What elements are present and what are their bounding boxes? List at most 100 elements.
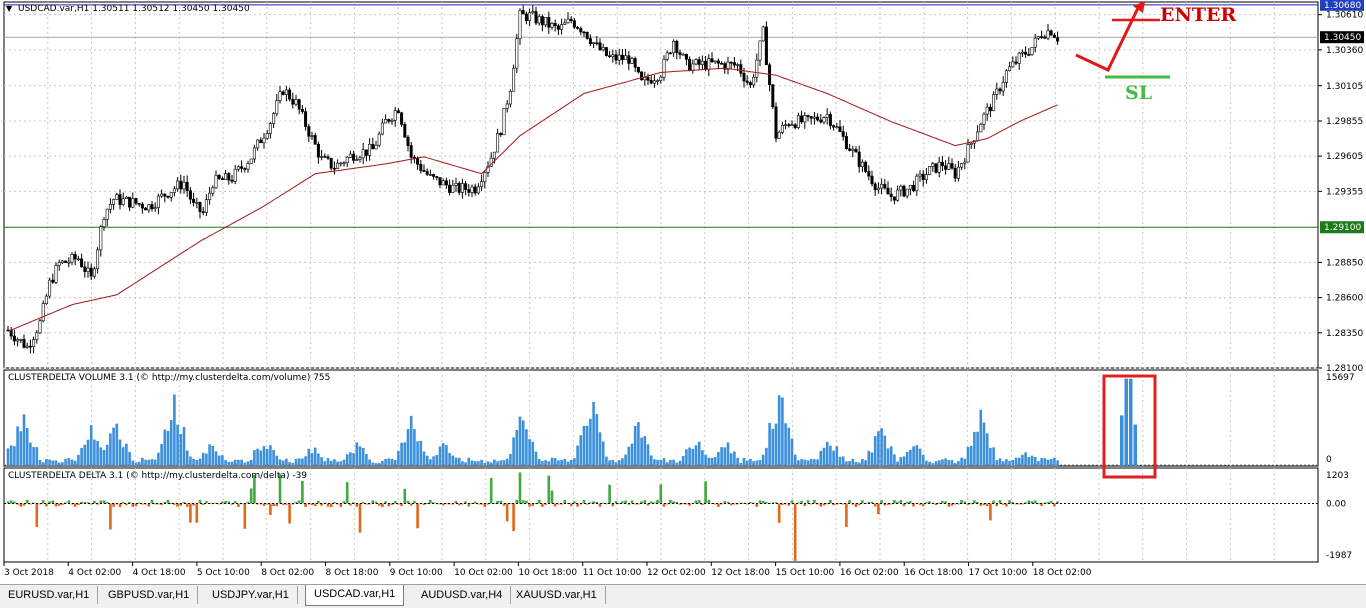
candle [352, 150, 356, 164]
candle-body [428, 174, 432, 176]
candle [272, 112, 276, 129]
volume-bar [227, 461, 231, 466]
candle-body [438, 177, 442, 186]
forecast-volume-bar [1133, 424, 1137, 466]
volume-bar [989, 447, 992, 466]
candle-body [467, 189, 471, 193]
candle [832, 124, 836, 131]
volume-bar [243, 462, 247, 466]
candle-body [387, 119, 391, 122]
candle-body [259, 139, 263, 144]
chart-tab-eurusd[interactable]: EURUSD.var,H1 [0, 586, 99, 604]
price-tick-label: 1.30360 [1326, 46, 1363, 56]
candle-body [956, 166, 960, 179]
chart-tab-usdjpy[interactable]: USDJPY.var,H1 [204, 586, 298, 604]
volume-bar [368, 459, 371, 466]
volume-bar [115, 423, 119, 466]
candle-body [364, 149, 368, 156]
volume-bar [1046, 459, 1050, 466]
volume-bar [141, 457, 144, 466]
chart-tab-usdcad[interactable]: USDCAD.var,H1 [305, 585, 405, 606]
delta-bar [502, 503, 506, 506]
volume-bar [614, 462, 618, 466]
candle [860, 159, 864, 173]
volume-bar [64, 458, 67, 466]
candle [44, 293, 48, 305]
candle-body [528, 12, 532, 22]
chart-tab-xauusd[interactable]: XAUUSD.var,H1 [508, 586, 606, 604]
candle [579, 26, 583, 36]
delta-bar [608, 484, 611, 504]
candle [848, 143, 852, 152]
chart-tab-audusd[interactable]: AUDUSD.var,H4 [413, 586, 512, 604]
delta-bar [678, 503, 682, 505]
candle [739, 59, 743, 78]
candle-body [944, 165, 948, 170]
volume-bar [841, 456, 845, 466]
candle [102, 216, 106, 231]
candle [508, 89, 512, 108]
volume-bar [454, 457, 458, 466]
delta-bar [576, 503, 579, 507]
candle-body [979, 123, 983, 133]
volume-highlight-box [1102, 374, 1157, 479]
candle-body [966, 144, 970, 163]
candle [678, 49, 682, 60]
candle [700, 55, 704, 70]
delta-bar [201, 503, 205, 505]
candle [96, 247, 100, 274]
candle-body [108, 204, 112, 210]
volume-bar [877, 431, 880, 466]
volume-bar [576, 445, 579, 466]
candle-body [841, 131, 845, 137]
volume-bar [166, 430, 170, 466]
candle-body [409, 145, 413, 158]
candle-body [723, 63, 727, 70]
candle-body [665, 52, 669, 60]
delta-bar [765, 502, 768, 504]
delta-bar [601, 502, 605, 504]
candle-body [115, 194, 119, 200]
candle [342, 161, 346, 167]
delta-bar [304, 503, 307, 507]
delta-bar [441, 503, 445, 506]
volume-bar [761, 454, 765, 466]
volume-bar [29, 442, 32, 466]
candle [400, 111, 404, 127]
candle [780, 121, 784, 135]
candle [105, 208, 109, 227]
candle-body [1017, 52, 1021, 64]
chart-tabs-bar: EURUSD.var,H1 GBPUSD.var,H1 USDJPY.var,H1 U… [0, 584, 1366, 608]
delta-bar [675, 502, 679, 504]
candle [480, 174, 484, 192]
delta-bar [368, 503, 371, 505]
candle-body [982, 113, 986, 125]
volume-bar [288, 462, 291, 466]
delta-bar [112, 503, 115, 507]
delta-bar [169, 502, 173, 504]
volume-bar [867, 450, 871, 466]
chart-tab-gbpusd[interactable]: GBPUSD.var,H1 [100, 586, 199, 604]
candle [732, 56, 736, 69]
candle-body [320, 156, 324, 158]
candle-body [716, 60, 720, 64]
volume-bar [448, 452, 451, 466]
delta-bar [51, 500, 55, 504]
delta-bar [659, 484, 663, 504]
candle [729, 61, 733, 69]
candle-body [128, 196, 132, 208]
volume-bar [941, 459, 944, 466]
candle [192, 192, 196, 207]
candle [364, 149, 368, 162]
delta-bar [509, 503, 512, 505]
candle-body [432, 174, 436, 177]
candle [787, 122, 791, 128]
delta-bar [105, 501, 109, 504]
candle [908, 185, 912, 196]
candle-body [998, 88, 1002, 92]
volume-bar [553, 458, 557, 466]
volume-bar [406, 428, 410, 466]
volume-bar [205, 453, 208, 466]
time-label: 12 Oct 18:00 [711, 568, 770, 578]
dropdown-arrow-icon[interactable]: ▼ [6, 4, 13, 13]
